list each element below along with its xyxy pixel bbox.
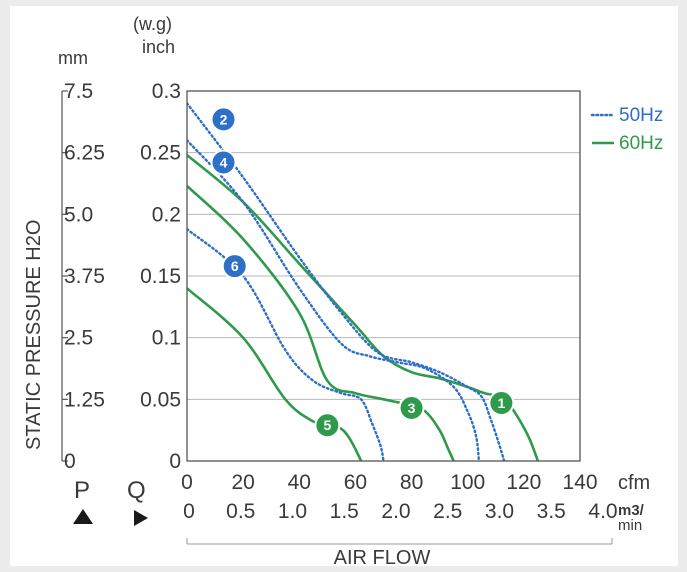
m3-tick-label: 0 — [183, 500, 195, 523]
series-6-marker: 6 — [221, 253, 248, 280]
series-2-marker: 2 — [210, 106, 237, 133]
cfm-tick-label: 100 — [450, 471, 485, 494]
series-marker-label: 6 — [231, 258, 239, 274]
m3-tick-label: 1.5 — [330, 500, 359, 523]
inch-tick-label: 0.15 — [140, 265, 181, 288]
legend-label: 50Hz — [619, 105, 663, 126]
series-3-marker: 3 — [398, 394, 425, 421]
series-layer — [187, 102, 540, 461]
cfm-tick-label: 80 — [400, 471, 423, 494]
grid — [187, 90, 580, 462]
m3-tick-label: 4.0 — [588, 500, 617, 523]
series-6-curve — [187, 227, 385, 461]
series-marker-label: 1 — [498, 395, 506, 411]
legend-label: 60Hz — [619, 133, 663, 154]
series-3-curve — [187, 185, 455, 461]
min-unit-label: min — [618, 517, 642, 534]
mm-tick-label: 2.5 — [64, 327, 93, 350]
cfm-tick-label: 20 — [231, 471, 254, 494]
m3-tick-label: 1.0 — [278, 500, 307, 523]
inch-tick-label: 0.05 — [140, 388, 181, 411]
p-up-triangle — [73, 509, 93, 524]
inch-tick-label: 0 — [169, 450, 181, 473]
m3-tick-label: 2.0 — [381, 500, 410, 523]
x-axis-title: AIR FLOW — [334, 547, 431, 566]
series-marker-label: 3 — [408, 400, 416, 416]
mm-tick-label: 1.25 — [64, 388, 105, 411]
inch-tick-label: 0.25 — [140, 142, 181, 165]
cfm-tick-label: 60 — [344, 471, 367, 494]
series-marker-label: 5 — [323, 417, 331, 433]
legend-item-60Hz: 60Hz — [592, 133, 663, 154]
mm-tick-label: 5.0 — [64, 203, 93, 226]
mm-tick-label: 7.5 — [64, 80, 93, 103]
inch-tick-label: 0.1 — [152, 327, 181, 350]
axes-layer: 0 1.25 2.5 3.75 5.0 6.25 7.5 0 0.05 0.1 0.15 0.2 0.2… — [61, 80, 663, 523]
cfm-tick-label: 0 — [181, 471, 193, 494]
series-marker-label: 4 — [220, 155, 228, 171]
mm-tick-label: 3.75 — [64, 265, 105, 288]
p-label: P — [74, 477, 90, 504]
cfm-unit-label: cfm — [618, 472, 650, 494]
m3-tick-label: 0.5 — [226, 500, 255, 523]
series-4-curve — [187, 139, 481, 461]
q-label: Q — [127, 477, 146, 504]
m3-tick-label: 2.5 — [433, 500, 462, 523]
mm-tick-label: 6.25 — [64, 142, 105, 165]
series-1-curve — [187, 154, 540, 461]
wg-unit-label: (w.g) — [133, 14, 172, 34]
series-1-marker: 1 — [488, 390, 515, 417]
cfm-tick-label: 140 — [562, 471, 597, 494]
m3-tick-label: 3.5 — [537, 500, 566, 523]
series-4-marker: 4 — [210, 149, 237, 176]
marker-layer: 1 2 3 4 5 6 — [210, 106, 515, 439]
inch-tick-label: 0.2 — [152, 203, 181, 226]
mm-unit-label: mm — [58, 48, 88, 68]
m3-unit-label: m3/ — [618, 502, 645, 519]
inch-unit-label: inch — [142, 37, 175, 57]
mm-tick-label: 0 — [64, 450, 76, 473]
series-2-curve — [187, 102, 506, 461]
plot-border — [186, 90, 581, 462]
y-axis-title: STATIC PRESSURE H2O — [23, 220, 45, 450]
series-marker-label: 2 — [220, 111, 228, 127]
cfm-tick-label: 40 — [288, 471, 311, 494]
fan-curve-chart: 1 2 3 4 5 6 0 1.25 2.5 3.75 5.0 6.25 7.5 0 0.05 0.1 0.1… — [23, 14, 663, 566]
legend-item-50Hz: 50Hz — [590, 105, 663, 126]
cfm-tick-label: 120 — [506, 471, 541, 494]
m3-tick-label: 3.0 — [485, 500, 514, 523]
inch-tick-label: 0.3 — [152, 80, 181, 103]
q-right-triangle — [134, 510, 148, 526]
series-5-marker: 5 — [314, 412, 341, 439]
chart-frame: 1 2 3 4 5 6 0 1.25 2.5 3.75 5.0 6.25 7.5 0 0.05 0.1 0.1… — [10, 6, 678, 566]
